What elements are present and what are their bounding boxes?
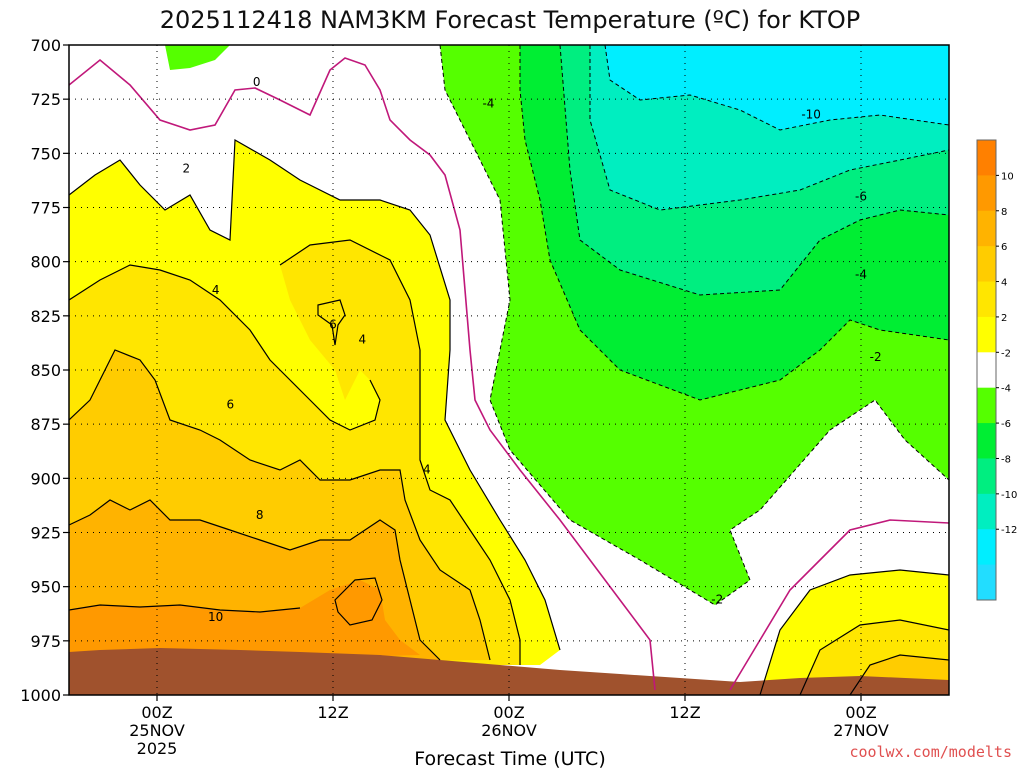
x-tick-label: 2025 (137, 739, 178, 758)
x-tick-label: 00Z (141, 703, 172, 722)
x-tick-label: 00Z (493, 703, 524, 722)
contour-label: 8 (256, 508, 264, 522)
colorbar-label: -12 (1001, 525, 1017, 536)
zero-contour (69, 57, 949, 691)
colorbar: 10 8 6 4 2 -2 -4 -6 -8 -10 -12 (976, 139, 1017, 601)
contour-10 (69, 604, 301, 613)
contour-label: -2 (711, 593, 723, 607)
zero-line-2 (729, 519, 949, 691)
colorbar-swatch (977, 564, 996, 601)
contour-right-4 (799, 619, 949, 695)
contour-label: -4 (482, 97, 494, 111)
contour-label: 4 (359, 333, 367, 347)
colorbar-label: -6 (1001, 419, 1011, 430)
colorbar-label: 2 (1001, 313, 1007, 324)
colorbar-label: 8 (1001, 207, 1007, 218)
contour-label: -6 (855, 190, 867, 204)
y-tick-label: 725 (30, 90, 61, 109)
contour-label: -4 (855, 268, 867, 282)
contour-right-2 (759, 569, 949, 695)
contour-6 (69, 349, 491, 661)
contour-minus6 (559, 45, 949, 296)
y-tick-label: 825 (30, 307, 61, 326)
filled-contours: 0 2 4 6 4 6 4 8 10 -4 -10 -6 -4 -2 -2 (69, 45, 949, 695)
y-tick-label: 975 (30, 632, 61, 651)
contour-4 (69, 239, 521, 665)
y-tick-label: 950 (30, 578, 61, 597)
contour-label: 4 (212, 283, 220, 297)
colorbar-swatch (977, 246, 996, 283)
colorbar-label: 10 (1001, 171, 1014, 182)
colorbar-swatch (977, 140, 996, 176)
contour-label: 10 (208, 610, 223, 624)
colorbar-label: 4 (1001, 278, 1007, 289)
colorbar-swatch (977, 352, 996, 389)
colorbar-swatch (977, 387, 996, 424)
y-tick-label: 900 (30, 469, 61, 488)
contour-label: 2 (183, 162, 191, 176)
contour-minus4 (519, 45, 949, 401)
colorbar-swatch (977, 175, 996, 212)
grid (69, 45, 949, 695)
colorbar-label: 6 (1001, 242, 1007, 253)
contour-label: -2 (870, 350, 882, 364)
contour-minus2 (439, 45, 949, 606)
colorbar-swatch (977, 281, 996, 318)
y-tick-label: 800 (30, 253, 61, 272)
y-tick-label: 850 (30, 361, 61, 380)
y-axis: 700 725 750 775 800 825 850 875 900 925 950 975 1000 (20, 36, 69, 705)
x-tick-label: 25NOV (129, 721, 185, 740)
colorbar-swatch (977, 423, 996, 459)
colorbar-swatch (977, 529, 996, 566)
fill-minus10 (605, 45, 949, 130)
x-tick-label: 00Z (845, 703, 876, 722)
contour-label: 0 (253, 75, 261, 89)
colorbar-label: -4 (1001, 384, 1011, 395)
y-tick-label: 700 (30, 36, 61, 55)
zero-line-1 (69, 57, 656, 691)
colorbar-frame (976, 139, 997, 601)
contour-right-6 (849, 654, 949, 695)
y-tick-label: 875 (30, 415, 61, 434)
x-tick-label: 26NOV (481, 721, 537, 740)
y-tick-label: 750 (30, 144, 61, 163)
contour-label: 6 (227, 398, 235, 412)
colorbar-swatch (977, 458, 996, 495)
colorbar-swatch (977, 210, 996, 247)
y-tick-label: 1000 (20, 686, 61, 705)
y-tick-label: 925 (30, 524, 61, 543)
fill-minus2-topleft (165, 45, 230, 70)
colorbar-label: -2 (1001, 348, 1011, 359)
contour-label: -10 (801, 107, 821, 121)
x-tick-label: 12Z (669, 703, 700, 722)
colorbar-swatch (977, 493, 996, 530)
x-tick-label: 12Z (317, 703, 348, 722)
x-tick-label: 27NOV (833, 721, 889, 740)
contour-label: 6 (329, 318, 337, 332)
ground-fill (69, 648, 949, 695)
credit-text: coolwx.com/modelts (849, 743, 1012, 761)
negative-contours (439, 45, 949, 606)
fill-plus10 (69, 580, 420, 665)
contour-minus10 (604, 45, 949, 131)
chart-title: 2025112418 NAM3KM Forecast Temperature (… (160, 6, 861, 34)
contour-label: 4 (423, 463, 431, 477)
colorbar-label: -8 (1001, 454, 1011, 465)
contour-minus8 (589, 45, 949, 211)
contour-6-island (317, 299, 346, 346)
contour-labels: 0 2 4 6 4 6 4 8 10 -4 -10 -6 -4 -2 -2 (183, 75, 882, 624)
contour-10-island (334, 577, 383, 626)
y-tick-label: 775 (30, 199, 61, 218)
colorbar-label: -10 (1001, 490, 1017, 501)
contour-8 (69, 499, 441, 661)
x-axis-label: Forecast Time (UTC) (414, 748, 605, 768)
colorbar-swatch (977, 316, 996, 353)
